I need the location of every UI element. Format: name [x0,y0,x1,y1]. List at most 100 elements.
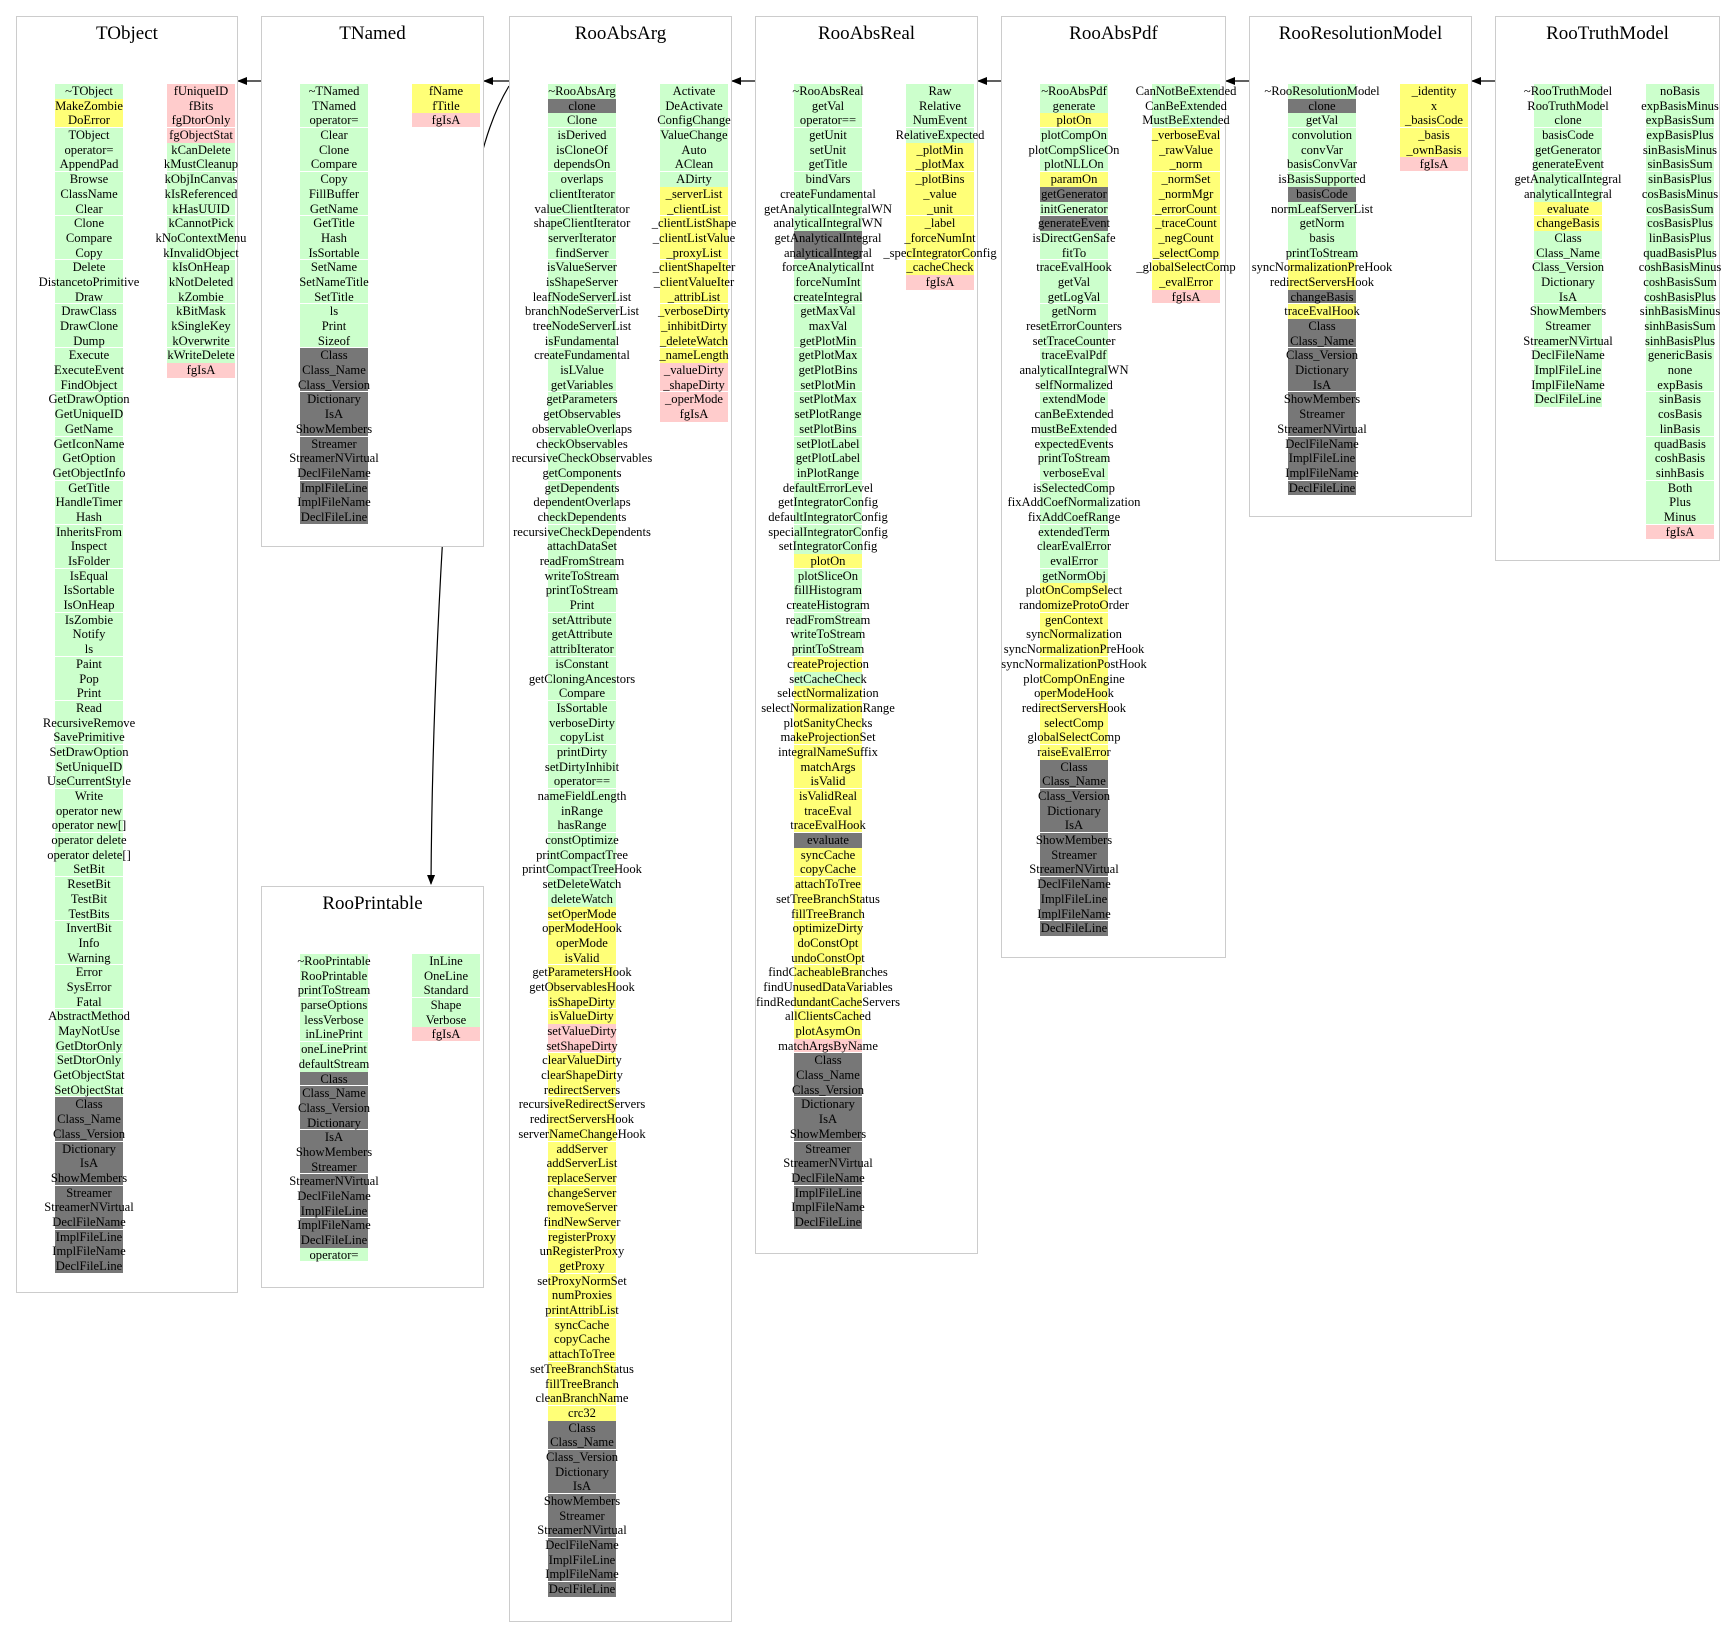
method-entry[interactable]: Read [55,700,123,716]
method-entry[interactable]: ShowMembers [1530,304,1606,319]
member-entry[interactable]: ValueChange [660,128,728,143]
method-entry[interactable]: createIntegral [793,289,863,305]
member-entry[interactable]: _deleteWatch [660,333,728,349]
method-entry[interactable]: Class_Version [53,1126,125,1142]
method-entry[interactable]: ~TNamed [300,84,368,99]
method-entry[interactable]: Dictionary [1040,803,1108,819]
method-entry[interactable]: forceAnalyticalInt [782,260,874,275]
method-entry[interactable]: addServerList [547,1156,617,1171]
method-entry[interactable]: readFromStream [786,612,870,628]
method-entry[interactable]: ShowMembers [1284,392,1360,408]
member-entry[interactable]: Raw [906,84,974,99]
member-entry[interactable]: fUniqueID [167,84,235,99]
method-entry[interactable]: recursiveCheckObservables [512,451,652,466]
method-entry[interactable]: operator new[] [52,818,126,834]
member-entry[interactable]: _normSet [1152,172,1220,187]
method-entry[interactable]: Streamer [548,1508,616,1524]
method-entry[interactable]: printToStream [546,583,618,599]
method-entry[interactable]: Streamer [55,1185,123,1201]
member-entry[interactable]: sinhBasisSum [1644,319,1716,334]
member-entry[interactable]: noBasis [1646,84,1714,99]
method-entry[interactable]: fixAddCoefNormalization [1008,495,1140,510]
method-entry[interactable]: Class_Version [1532,260,1604,275]
method-entry[interactable]: Dictionary [300,392,368,408]
member-entry[interactable]: fgIsA [1400,157,1468,173]
method-entry[interactable]: setCacheCheck [789,671,867,687]
method-entry[interactable]: ~RooAbsReal [792,84,864,99]
method-entry[interactable]: ImplFileName [297,1218,371,1234]
method-entry[interactable]: SetTitle [300,289,368,305]
method-entry[interactable]: DoError [55,113,123,129]
method-entry[interactable]: branchNodeServerList [525,304,639,319]
method-entry[interactable]: checkObservables [536,436,628,452]
method-entry[interactable]: Browse [55,172,123,187]
method-entry[interactable]: Class_Name [548,1435,616,1450]
method-entry[interactable]: SetUniqueID [55,759,123,775]
method-entry[interactable]: evalError [1040,554,1108,569]
method-entry[interactable]: crc32 [548,1405,616,1421]
method-entry[interactable]: ImplFileLine [300,1203,368,1219]
method-entry[interactable]: IsA [1288,377,1356,393]
method-entry[interactable]: isShapeDirty [548,994,616,1010]
member-entry[interactable]: Auto [660,142,728,158]
method-entry[interactable]: getAnalyticalIntegral [775,230,882,246]
method-entry[interactable]: getAnalyticalIntegral [1515,172,1622,187]
member-entry[interactable]: _clientShapeIter [653,260,735,275]
method-entry[interactable]: InvertBit [55,921,123,936]
method-entry[interactable]: Class_Name [1040,774,1108,789]
method-entry[interactable]: doConstOpt [794,935,862,951]
member-entry[interactable]: _forceNumInt [904,230,976,246]
method-entry[interactable]: Class [1040,759,1108,775]
member-entry[interactable]: _errorCount [1152,201,1220,217]
member-entry[interactable]: Relative [906,98,974,114]
method-entry[interactable]: clone [548,98,616,114]
method-entry[interactable]: IsOnHeap [55,598,123,613]
method-entry[interactable]: Copy [300,172,368,187]
method-entry[interactable]: matchArgsByName [778,1038,878,1054]
method-entry[interactable]: optimizeDirty [793,921,863,936]
method-entry[interactable]: DeclFileName [297,465,371,481]
method-entry[interactable]: paramOn [1040,172,1108,187]
method-entry[interactable]: isDirectGenSafe [1032,230,1116,246]
member-entry[interactable]: kIsReferenced [165,186,237,202]
method-entry[interactable]: undoConstOpt [791,950,865,966]
method-entry[interactable]: StreamerNVirtual [1029,862,1119,878]
method-entry[interactable]: createFundamental [534,348,630,364]
method-entry[interactable]: Class [1534,230,1602,246]
method-entry[interactable]: analyticalIntegral [1524,186,1612,202]
method-entry[interactable]: setPlotMin [794,377,862,393]
method-entry[interactable]: setTreeBranchStatus [776,891,880,907]
method-entry[interactable]: isValidReal [794,789,862,804]
method-entry[interactable]: Compare [548,686,616,701]
method-entry[interactable]: checkDependents [538,509,626,525]
method-entry[interactable]: GetObjectInfo [53,465,125,481]
method-entry[interactable]: FillBuffer [300,186,368,202]
method-entry[interactable]: generateEvent [1532,157,1604,173]
method-entry[interactable]: ls [300,304,368,319]
method-entry[interactable]: MayNotUse [55,1024,123,1039]
method-entry[interactable]: Clone [55,216,123,231]
member-entry[interactable]: kNoContextMenu [156,230,246,246]
method-entry[interactable]: getPlotBins [794,363,862,378]
method-entry[interactable]: SetNameTitle [299,274,369,290]
method-entry[interactable]: ImplFileLine [794,1185,862,1201]
method-entry[interactable]: replaceServer [547,1170,617,1186]
method-entry[interactable]: resetErrorCounters [1026,319,1122,334]
method-entry[interactable]: ImplFileName [1037,906,1111,922]
method-entry[interactable]: setPlotRange [794,407,862,422]
method-entry[interactable]: printToStream [1038,451,1110,466]
method-entry[interactable]: ImplFileLine [1534,363,1602,378]
method-entry[interactable]: Class_Version [546,1449,618,1465]
method-entry[interactable]: AbstractMethod [48,1009,130,1024]
method-entry[interactable]: SetName [300,260,368,275]
method-entry[interactable]: operMode [548,935,616,951]
method-entry[interactable]: Class_Version [298,377,370,393]
method-entry[interactable]: getIntegratorConfig [778,495,878,510]
method-entry[interactable]: printCompactTreeHook [522,862,642,878]
member-entry[interactable]: kWriteDelete [167,348,235,364]
member-entry[interactable]: _basisCode [1400,113,1468,129]
member-entry[interactable]: _label [906,216,974,231]
method-entry[interactable]: ~RooAbsPdf [1040,84,1108,99]
method-entry[interactable]: SetDrawOption [49,744,129,760]
method-entry[interactable]: removeServer [547,1200,617,1215]
